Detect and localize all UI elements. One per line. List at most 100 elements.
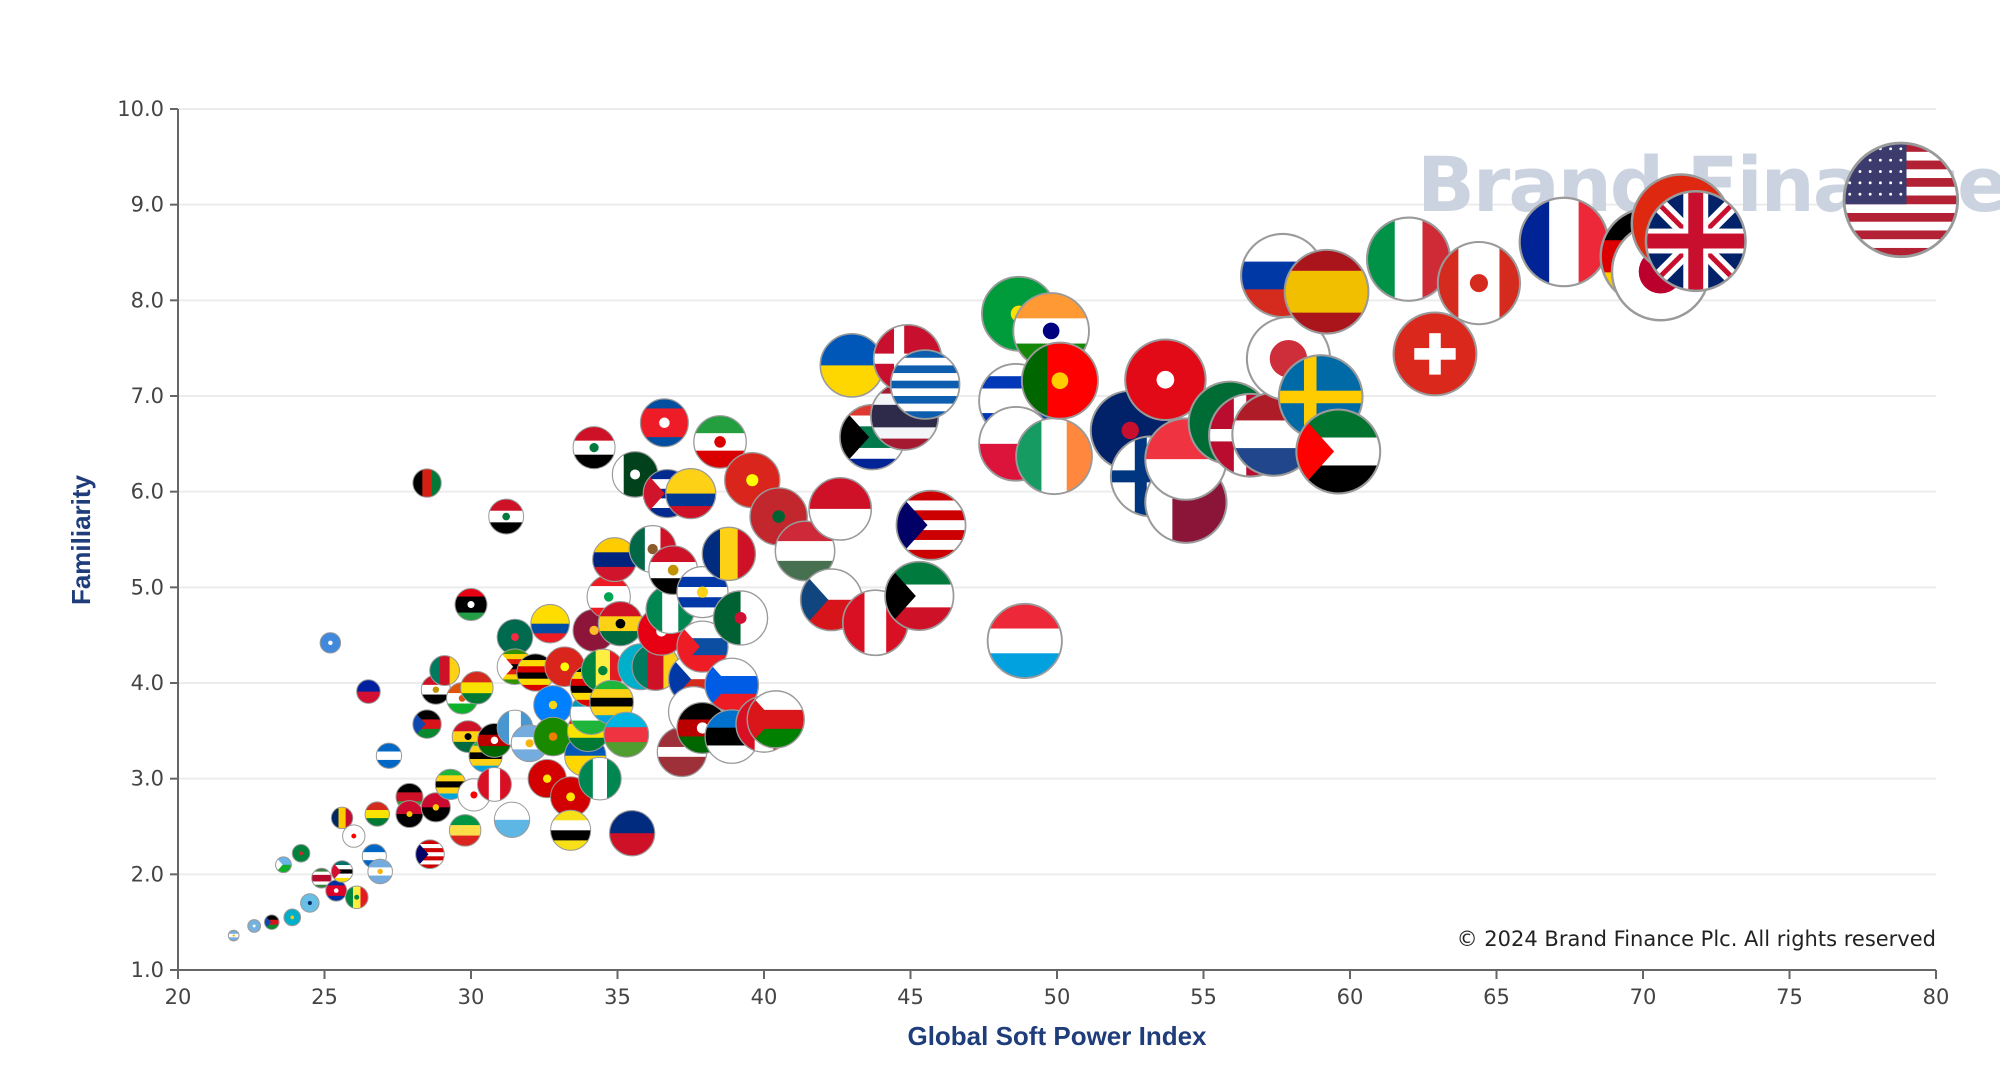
flag-bubble-outline bbox=[693, 415, 747, 469]
flag-stripe bbox=[275, 864, 292, 873]
flag-emblem bbox=[467, 601, 475, 609]
flag-stripe bbox=[228, 937, 240, 941]
flag-emblem bbox=[328, 640, 333, 646]
flag-stripe bbox=[516, 684, 555, 692]
flag-stripe bbox=[896, 520, 966, 531]
flag-star bbox=[1889, 158, 1893, 162]
flag-bubble-cm bbox=[429, 655, 460, 686]
flag-stripe bbox=[494, 802, 530, 821]
flag-bubble-outline bbox=[227, 929, 240, 942]
flag-bubble-outline bbox=[665, 467, 717, 520]
flag-stripe bbox=[497, 674, 533, 680]
flag-bubble-dj bbox=[275, 856, 292, 873]
flag-stripe bbox=[439, 655, 451, 686]
flag-bubble-ss bbox=[412, 709, 442, 739]
flag-emblem bbox=[299, 851, 303, 856]
flag-stripe bbox=[1844, 221, 1958, 231]
flag-emblem bbox=[490, 736, 499, 745]
flag-stripe bbox=[516, 653, 555, 661]
y-tick-label: 4.0 bbox=[131, 671, 164, 695]
flag-star bbox=[1868, 158, 1872, 162]
flag-stripe bbox=[228, 930, 240, 935]
flag-hoist-triangle bbox=[676, 621, 700, 673]
flag-bubble-outline bbox=[676, 565, 729, 619]
flag-bubble-outline bbox=[291, 843, 311, 863]
flag-bubble-ao bbox=[395, 800, 423, 828]
flag-stripe bbox=[589, 697, 634, 707]
flag-stripe bbox=[598, 601, 643, 617]
x-tick-label: 75 bbox=[1776, 985, 1803, 1009]
flag-hoist-triangle bbox=[415, 839, 429, 869]
flag-bubble-kp bbox=[640, 398, 689, 447]
flag-stripe bbox=[612, 451, 625, 498]
x-tick-label: 60 bbox=[1337, 985, 1364, 1009]
y-tick-label: 8.0 bbox=[131, 288, 164, 312]
flag-stripe bbox=[500, 767, 512, 802]
flag-stripe bbox=[809, 477, 872, 510]
flag-stripe bbox=[477, 767, 490, 802]
flag-bubble-outline bbox=[275, 856, 292, 874]
flag-stripe bbox=[494, 819, 530, 838]
flag-stripe bbox=[550, 840, 591, 851]
flag-stripe bbox=[885, 561, 954, 586]
flag-stripe bbox=[705, 658, 759, 677]
flag-star bbox=[1868, 192, 1872, 196]
flag-bubble-outline bbox=[247, 919, 262, 933]
flag-bubble-zw bbox=[497, 648, 533, 685]
flag-bubble-outline bbox=[884, 560, 955, 632]
flag-stripe bbox=[365, 818, 390, 827]
flag-stripe bbox=[311, 868, 332, 873]
flag-stripe bbox=[376, 751, 402, 761]
flag-emblem bbox=[290, 915, 295, 920]
flag-cross bbox=[1414, 348, 1456, 360]
flag-stripe bbox=[592, 757, 608, 800]
flag-stripe bbox=[987, 603, 1062, 630]
flag-stripe bbox=[581, 649, 597, 692]
flag-stripe bbox=[325, 895, 347, 902]
flag-bubble-bn bbox=[550, 810, 591, 851]
flag-stripe bbox=[421, 694, 451, 705]
flag-star bbox=[1889, 181, 1893, 185]
flag-hoist-triangle bbox=[896, 490, 928, 560]
flag-emblem bbox=[542, 774, 552, 783]
flag-stripe bbox=[890, 411, 960, 419]
flag-stripe bbox=[1066, 418, 1092, 495]
flag-stripe bbox=[331, 873, 353, 879]
flag-bubble-om bbox=[747, 690, 805, 748]
flag-stripe bbox=[570, 720, 613, 735]
flag-stripe bbox=[497, 669, 533, 675]
flag-bubble-outline bbox=[572, 426, 616, 470]
flag-emblem bbox=[589, 625, 599, 636]
flag-star bbox=[1889, 170, 1893, 173]
flag-bubble-ro bbox=[702, 527, 756, 581]
flag-stripe bbox=[264, 924, 280, 930]
flag-emblem bbox=[307, 900, 312, 906]
flag-stripe bbox=[550, 820, 591, 831]
flag-emblem bbox=[667, 564, 679, 576]
flag-stripe bbox=[896, 490, 966, 501]
flag-bubble-outline bbox=[364, 801, 390, 827]
flag-emblem bbox=[603, 592, 614, 602]
flag-stripe bbox=[550, 810, 591, 821]
flag-stripe bbox=[460, 671, 494, 683]
flag-stripe bbox=[589, 680, 634, 690]
flag-bubble-af bbox=[412, 468, 442, 498]
flag-bubble-outline bbox=[774, 520, 836, 582]
flag-stripe bbox=[573, 454, 616, 469]
x-ticks: 20 25 30 35 40 45 50 55 60 65 70 75 80 bbox=[165, 970, 1949, 1009]
flag-emblem bbox=[772, 510, 785, 523]
flag-emblem bbox=[714, 436, 726, 448]
flag-bubble-so bbox=[320, 632, 341, 654]
flag-stripe bbox=[460, 693, 494, 705]
flag-stripe bbox=[449, 655, 460, 686]
flag-stripe bbox=[449, 825, 481, 837]
flag-bubble-gr bbox=[890, 350, 960, 419]
flag-emblem bbox=[1121, 421, 1139, 440]
flag-stripe bbox=[362, 852, 387, 861]
x-tick-label: 40 bbox=[751, 985, 778, 1009]
flag-bubble-outline bbox=[420, 792, 451, 823]
flag-bubble-gb bbox=[1645, 191, 1746, 291]
flag-star bbox=[1848, 181, 1852, 185]
flag-bubble-outline bbox=[311, 867, 332, 889]
